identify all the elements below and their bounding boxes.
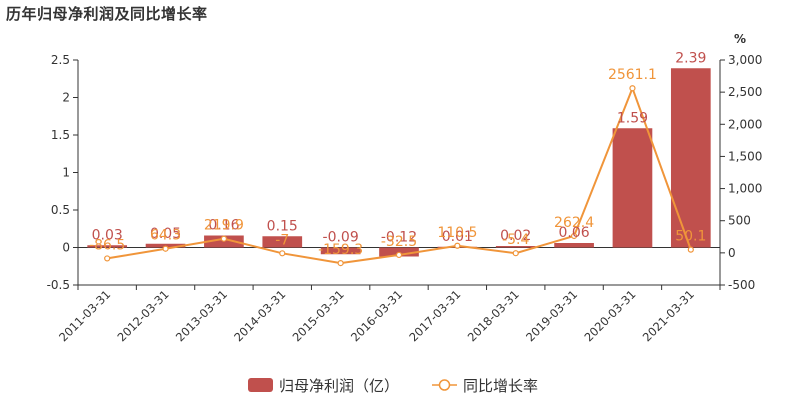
x-tick-label: 2016-03-31 <box>348 287 405 344</box>
growth-data-label: 50.1 <box>675 229 706 245</box>
growth-point <box>454 242 461 249</box>
x-tick-label: 2018-03-31 <box>465 287 522 344</box>
bar <box>495 246 536 248</box>
bar <box>670 68 711 248</box>
growth-point <box>162 245 169 252</box>
growth-point <box>395 251 403 259</box>
x-tick-label: 2014-03-31 <box>231 287 288 344</box>
legend-swatch-profit <box>248 378 273 392</box>
y-right-unit: % <box>734 32 746 46</box>
y-right-tick-label: 2,000 <box>728 117 762 131</box>
growth-point <box>512 250 519 257</box>
legend-label-profit: 归母净利润（亿） <box>279 377 399 395</box>
y-left-tick-label: 1.5 <box>51 128 70 142</box>
bar-data-label: 2.39 <box>675 50 706 66</box>
y-right-tick-label: 0 <box>728 246 736 260</box>
y-right-tick-label: 500 <box>728 214 751 228</box>
x-tick-label: 2019-03-31 <box>523 287 580 344</box>
x-tick-label: 2013-03-31 <box>173 287 230 344</box>
growth-data-label: -7 <box>275 232 289 248</box>
growth-point <box>570 232 578 240</box>
x-tick-label: 2011-03-31 <box>56 287 113 344</box>
x-tick-label: 2017-03-31 <box>406 287 463 344</box>
bar-data-label: 0.06 <box>559 225 590 241</box>
bar-data-label: 0.16 <box>208 218 239 234</box>
bar-data-label: 0.03 <box>92 227 123 243</box>
y-right-tick-label: 2,500 <box>728 85 762 99</box>
y-left-tick-label: 2.5 <box>51 53 70 67</box>
y-right-tick-label: 1,000 <box>728 182 762 196</box>
growth-data-label: -86.5 <box>89 237 125 253</box>
bar-data-label: -0.09 <box>323 230 359 246</box>
bar <box>320 247 361 255</box>
bar-data-label: 0.05 <box>150 226 181 242</box>
legend-label-growth: 同比增长率 <box>463 377 538 395</box>
y-left-tick-label: 0.5 <box>51 203 70 217</box>
bar-data-label: -0.12 <box>381 230 417 246</box>
growth-data-label: -5.4 <box>502 232 529 248</box>
y-right-tick-label: 3,000 <box>728 53 762 67</box>
bar <box>262 236 303 248</box>
x-tick-label: 2012-03-31 <box>115 287 172 344</box>
bar-data-label: 1.59 <box>617 110 648 126</box>
chart-title: 历年归母净利润及同比增长率 <box>6 5 208 23</box>
bar-data-label: 0.15 <box>267 218 298 234</box>
growth-data-label: 64.3 <box>150 228 181 244</box>
growth-point <box>337 259 344 267</box>
growth-data-label: 262.4 <box>554 215 594 231</box>
x-tick-label: 2015-03-31 <box>290 287 347 344</box>
bar <box>554 243 594 248</box>
y-right-tick-label: 1,500 <box>728 149 762 163</box>
y-left-tick-label: 2 <box>62 91 70 105</box>
bar <box>87 245 128 248</box>
growth-data-label: 219.9 <box>204 218 244 234</box>
growth-data-label: -32.5 <box>381 234 417 250</box>
legend-swatch-growth-marker <box>438 379 451 391</box>
y-left-tick-label: 0 <box>62 241 70 255</box>
growth-data-label: 110.5 <box>437 225 477 241</box>
growth-data-label: -159.3 <box>318 242 363 258</box>
x-tick-label: 2020-03-31 <box>581 287 638 344</box>
growth-point <box>687 246 694 253</box>
bar <box>612 128 653 248</box>
y-left-tick-label: -0.5 <box>47 278 70 292</box>
bar-data-label: 0.02 <box>500 228 531 244</box>
growth-point <box>220 235 228 242</box>
bar-data-label: 0.01 <box>442 229 473 245</box>
growth-point <box>629 85 636 92</box>
growth-data-label: 2561.1 <box>608 67 657 83</box>
y-right-tick-label: -500 <box>728 278 755 292</box>
growth-point <box>279 250 286 257</box>
y-left-tick-label: 1 <box>62 166 70 180</box>
x-tick-label: 2021-03-31 <box>640 287 697 344</box>
growth-point <box>104 255 111 262</box>
